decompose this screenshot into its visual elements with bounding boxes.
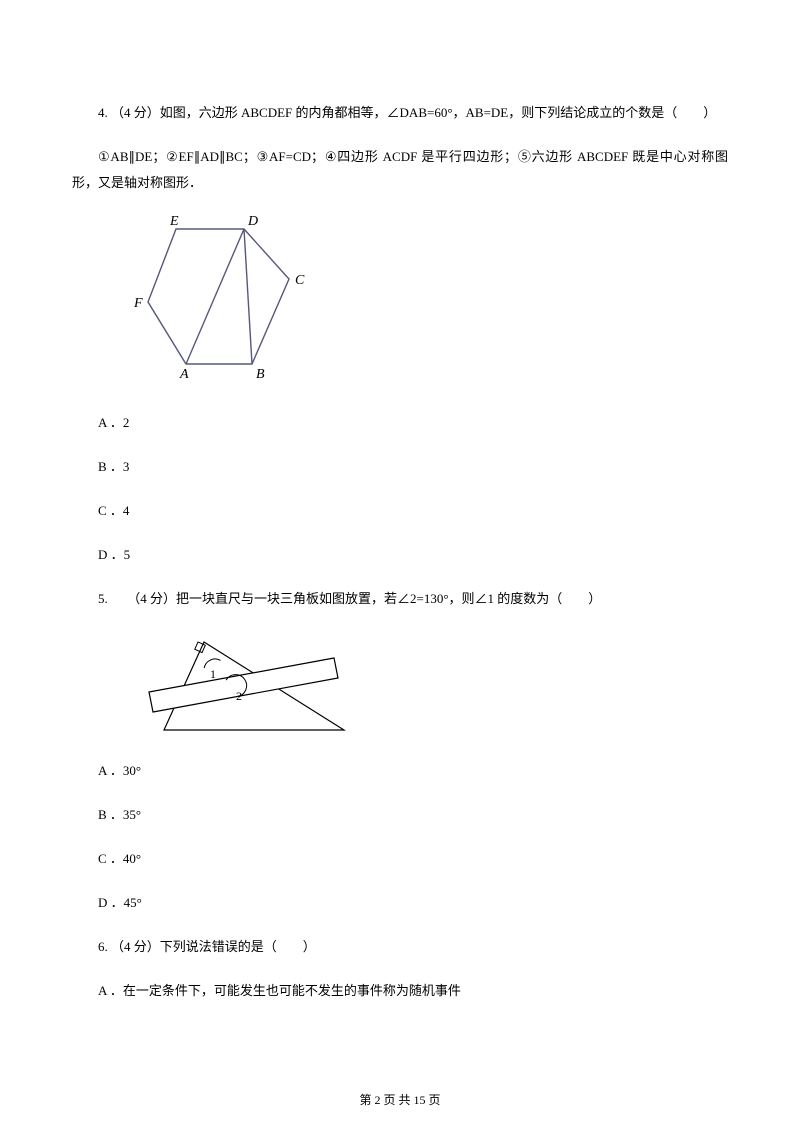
svg-text:D: D (247, 214, 258, 229)
q4-stem-2: ①AB∥DE；②EF∥AD∥BC；③AF=CD；④四边形 ACDF 是平行四边形… (72, 144, 728, 196)
q4-option-c: C ．4 (72, 498, 728, 524)
q4-option-b: B ．3 (72, 454, 728, 480)
svg-text:A: A (179, 367, 189, 382)
svg-text:1: 1 (210, 667, 216, 681)
q6-option-a: A ．在一定条件下，可能发生也可能不发生的事件称为随机事件 (72, 978, 728, 1004)
q5-option-c: C ．40° (72, 846, 728, 872)
q4-option-d: D ．5 (72, 542, 728, 568)
q5-figure: 12 (134, 630, 728, 740)
svg-text:E: E (169, 214, 179, 229)
ruler-triangle-diagram: 12 (134, 630, 352, 740)
q5-option-a: A ．30° (72, 758, 728, 784)
q4-figure: E D C B A F (134, 214, 728, 392)
q4-stem-1: 4. （4 分）如图，六边形 ABCDEF 的内角都相等，∠DAB=60°，AB… (72, 100, 728, 126)
q5-option-d: D ．45° (72, 890, 728, 916)
q5-option-b: B ．35° (72, 802, 728, 828)
svg-text:C: C (295, 273, 305, 288)
svg-text:F: F (134, 296, 143, 311)
q5-stem: 5. （4 分）把一块直尺与一块三角板如图放置，若∠2=130°，则∠1 的度数… (72, 586, 728, 612)
q6-stem: 6. （4 分）下列说法错误的是（ ） (72, 934, 728, 960)
hexagon-diagram: E D C B A F (134, 214, 309, 392)
page-content: 4. （4 分）如图，六边形 ABCDEF 的内角都相等，∠DAB=60°，AB… (0, 0, 800, 1062)
page-footer: 第 2 页 共 15 页 (0, 1091, 800, 1108)
svg-text:2: 2 (236, 689, 242, 703)
q4-option-a: A ．2 (72, 410, 728, 436)
svg-text:B: B (256, 367, 265, 382)
